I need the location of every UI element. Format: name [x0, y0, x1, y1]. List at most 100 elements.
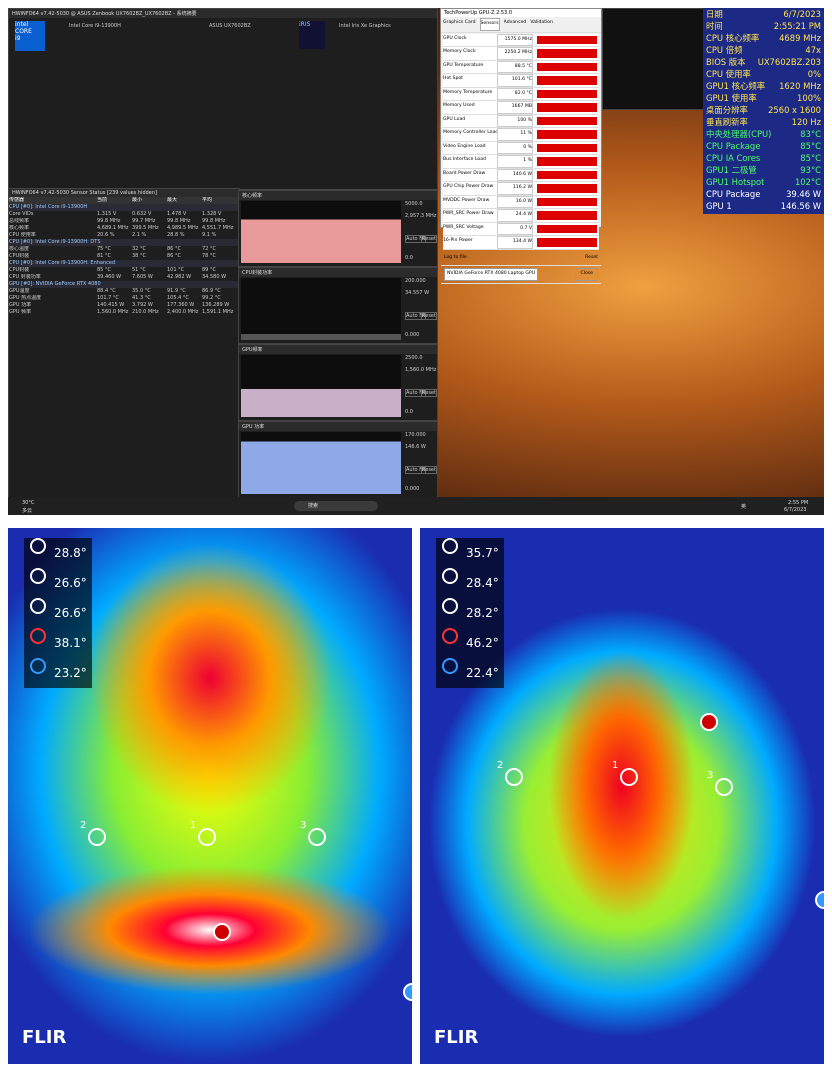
taskbar: 30°C 多云 搜索 英 2:55 PM 6/7/2023 — [8, 497, 824, 515]
osd-row: GPU1 核心频率 1620 MHz — [703, 80, 824, 92]
gpu-name: Intel Iris Xe Graphics — [339, 23, 391, 29]
graph-max: 200.000 — [405, 278, 426, 284]
reading-row: 23.2° — [24, 658, 92, 688]
sensor-row: CPU 封装功率 39.460 W 7.605 W 42.982 W 34.580 W — [9, 274, 239, 281]
sensor-cell: 51 °C — [132, 267, 146, 273]
weather-temp: 30°C — [22, 500, 35, 506]
column-header: 当前 — [97, 197, 108, 203]
graph-area — [241, 355, 401, 417]
sensor-value: 1667 MB — [497, 101, 533, 114]
sensor-row: Memory Controller Load 11 % — [443, 128, 599, 142]
reading-value: 28.4° — [466, 576, 499, 590]
graph-button[interactable]: Reset — [421, 235, 437, 243]
sensor-graph — [535, 157, 597, 166]
tabs: Graphics Card Sensors Advanced Validation — [441, 17, 601, 33]
osd-row: GPU1 Hotspot 102°C — [703, 176, 824, 188]
graph-button[interactable]: Auto Fit — [405, 466, 427, 474]
tab[interactable]: Sensors — [479, 18, 500, 31]
osd-label: GPU1 Hotspot — [706, 177, 765, 187]
sensor-value: 11 % — [497, 128, 533, 141]
log-checkbox[interactable]: Log to file — [444, 254, 467, 260]
sensor-row: Bus Interface Load 1 % — [443, 155, 599, 169]
sensor-row: CPU封装 85 °C 51 °C 101 °C 89 °C — [9, 267, 239, 274]
graph-area — [241, 432, 401, 494]
input-language[interactable]: 英 — [741, 504, 747, 510]
osd-label: CPU 核心频率 — [706, 33, 760, 43]
window-title: TechPowerUp GPU-Z 2.53.0 — [441, 9, 601, 17]
sensor-group: CPU [#0]: Intel Core i9-13900H: DTS — [9, 239, 239, 246]
reading-value: 28.8° — [54, 546, 87, 560]
close-button[interactable]: Close — [575, 268, 598, 281]
sensor-value: 1575.0 MHz — [497, 33, 533, 46]
sensor-cell: CPU 封装功率 — [9, 274, 41, 280]
column-header: 平均 — [202, 197, 213, 203]
sensor-row: CPU 使用率 20.6 % 2.1 % 28.8 % 9.1 % — [9, 232, 239, 239]
sensor-table: 传感器 当前 最小 最大 平均 CPU [#0]: Intel Core i9-13900… — [9, 197, 239, 316]
sensor-cell: 2,400.0 MHz — [167, 309, 199, 315]
sensor-graph — [535, 184, 597, 193]
sensor-cell: 4,689.1 MHz — [97, 225, 129, 231]
osd-row: CPU Package 85°C — [703, 140, 824, 152]
reset-button[interactable]: Reset — [585, 254, 598, 260]
sensor-value: 16.0 W — [497, 195, 533, 208]
graph-window: GPU频率 2500.0 1,560.0 MHz Auto Fit Reset 0.0 — [238, 344, 438, 421]
graph-max: 2500.0 — [405, 355, 423, 361]
sensor-name: Bus Interface Load — [443, 157, 486, 162]
sensor-name: GPU Load — [443, 116, 466, 122]
sensor-name: Memory Used — [443, 103, 475, 108]
reading-row: 22.4° — [436, 658, 504, 688]
osd-row: GPU1 使用率 100% — [703, 92, 824, 104]
graph-max: 5000.0 — [405, 201, 423, 207]
osd-label: GPU1 使用率 — [706, 93, 757, 103]
clock-time[interactable]: 2:55 PM — [788, 500, 809, 506]
tab[interactable]: Validation — [530, 20, 554, 25]
measurement-spot — [700, 713, 718, 731]
search-box[interactable]: 搜索 — [294, 501, 378, 511]
sensor-value: 100 % — [497, 114, 533, 127]
sensor-cell: 1.478 V — [167, 211, 187, 217]
tab[interactable]: Graphics Card — [443, 20, 476, 25]
graph-button[interactable]: Auto Fit — [405, 235, 427, 243]
graph-area — [241, 201, 401, 263]
sensor-value: 134.4 W — [497, 236, 533, 249]
crosshair-icon: 2 — [30, 568, 46, 584]
sensor-cell: 399.5 MHz — [132, 225, 159, 231]
graph-button[interactable]: Reset — [421, 466, 437, 474]
reading-row: 46.2° — [436, 628, 504, 658]
osd-label: CPU Package — [706, 189, 761, 199]
clock-date[interactable]: 6/7/2023 — [784, 507, 807, 513]
graph-button[interactable]: Auto Fit — [405, 389, 427, 397]
sensor-cell: 75 °C — [97, 246, 111, 252]
osd-row: 日期 6/7/2023 — [703, 8, 824, 20]
sensor-cell: 1.315 V — [97, 211, 117, 217]
tab[interactable]: Advanced — [503, 20, 527, 25]
graph-button[interactable]: Auto Fit — [405, 312, 427, 320]
graph-window: 核心频率 5000.0 2,957.3 MHz Auto Fit Reset 0.0 — [238, 190, 438, 267]
sensor-value: 2250.2 MHz — [497, 47, 533, 60]
graph-min: 0.0 — [405, 409, 413, 415]
table-header: 传感器 当前 最小 最大 平均 — [9, 197, 239, 204]
crosshair-icon: 2 — [442, 568, 458, 584]
reading-legend: 1 35.7° 2 28.4° 3 28.2° 46.2° 22.4° — [436, 538, 504, 688]
reading-value: 46.2° — [466, 636, 499, 650]
reading-value: 38.1° — [54, 636, 87, 650]
sensor-cell: 88.4 °C — [97, 288, 116, 294]
graph-current: 2,957.3 MHz — [405, 213, 437, 219]
spot-index: 3 — [300, 820, 307, 831]
graph-button[interactable]: Reset — [421, 389, 437, 397]
sensor-row: 核心温度 75 °C 32 °C 86 °C 72 °C — [9, 246, 239, 253]
sensor-cell: 86 °C — [167, 253, 181, 259]
sensor-row: Board Power Draw 140.6 W — [443, 168, 599, 182]
osd-row: 桌面分辨率 2560 x 1600 — [703, 104, 824, 116]
graph-button[interactable]: Reset — [421, 312, 437, 320]
osd-row: GPU 1 146.56 W — [703, 200, 824, 212]
sensor-name: Memory Temperature — [443, 89, 493, 95]
sensor-row: GPU 频率 1,560.0 MHz 210.0 MHz 2,400.0 MHz 1,5… — [9, 309, 239, 316]
spot-index: 1 — [190, 820, 197, 831]
osd-value: 39.46 W — [786, 189, 821, 199]
gpu-select[interactable]: NVIDIA GeForce RTX 4080 Laptop GPU — [444, 268, 539, 281]
osd-row: CPU 核心频率 4689 MHz — [703, 32, 824, 44]
osd-value: 102°C — [794, 177, 821, 187]
measurement-spot: 3 — [707, 770, 733, 796]
